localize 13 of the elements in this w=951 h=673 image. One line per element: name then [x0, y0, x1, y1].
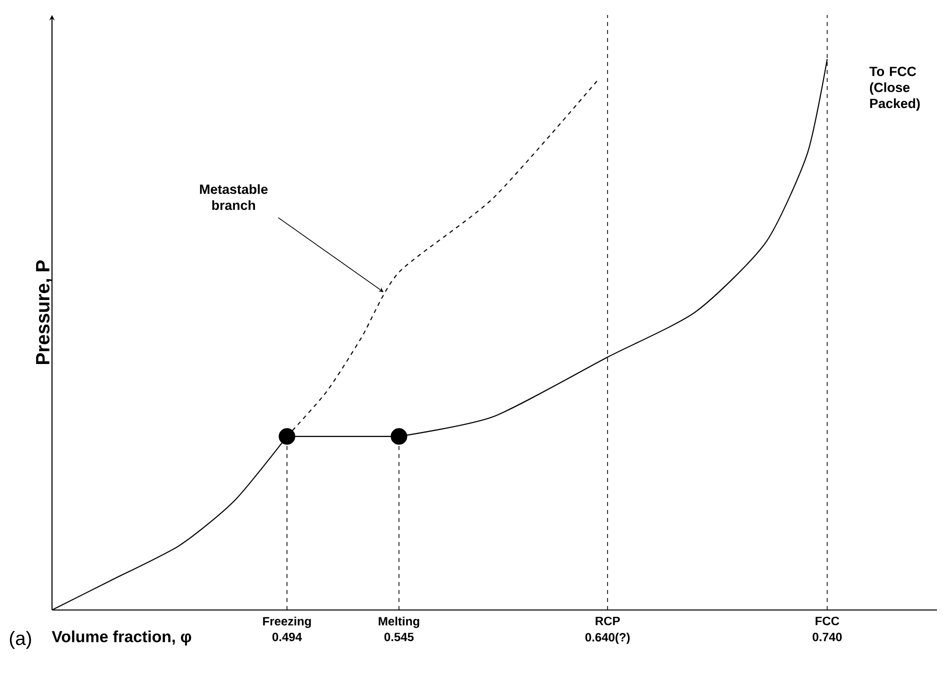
annotation: To FCC (Close Packed) — [869, 66, 920, 111]
y-axis-title: Pressure, P — [36, 260, 52, 364]
x-tick-label: 0.545 — [384, 632, 414, 642]
ref-line-label: FCC — [816, 616, 840, 626]
x-axis-title: Volume fraction, φ — [52, 630, 192, 646]
ref-line-label: Freezing — [263, 616, 311, 628]
text: (a) — [10, 631, 31, 649]
x-tick-label: 0.640(?) — [585, 632, 630, 644]
ref-line-label: RCP — [596, 616, 620, 626]
x-tick-label: 0.494 — [272, 632, 302, 642]
annotation: Metastable branch — [200, 184, 268, 210]
ref-line-label: Melting — [378, 616, 420, 628]
x-tick-label: 0.740 — [812, 632, 842, 642]
